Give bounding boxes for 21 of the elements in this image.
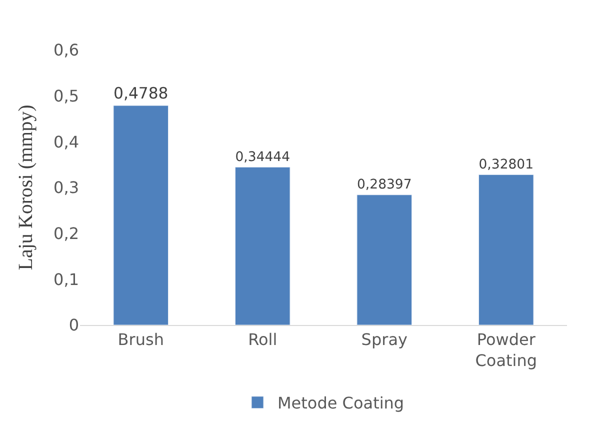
bar (234, 166, 290, 325)
y-tick-label: 0,1 (54, 270, 79, 289)
data-label: 0,4788 (114, 84, 168, 103)
bar (478, 174, 534, 325)
bar (356, 194, 412, 325)
x-tick-label: Powder Coating (475, 330, 538, 370)
y-tick-label: 0 (68, 316, 79, 335)
x-tick-label: Brush (118, 330, 164, 350)
data-label: 0,32801 (478, 157, 534, 172)
y-tick-label: 0,2 (54, 224, 79, 243)
y-tick-label: 0,3 (54, 178, 79, 198)
data-label: 0,28397 (357, 178, 412, 193)
x-tick-label: Spray (361, 330, 408, 350)
y-axis-title: Laju Korosi (mmpy) (15, 104, 38, 270)
bar (113, 105, 169, 325)
y-tick-label: 0,6 (54, 40, 79, 60)
x-tick-label: Roll (248, 330, 278, 350)
legend-label: Metode Coating (278, 394, 404, 413)
data-label: 0,34444 (235, 150, 290, 165)
y-tick-label: 0,5 (54, 86, 79, 106)
y-tick-label: 0,4 (54, 132, 79, 152)
